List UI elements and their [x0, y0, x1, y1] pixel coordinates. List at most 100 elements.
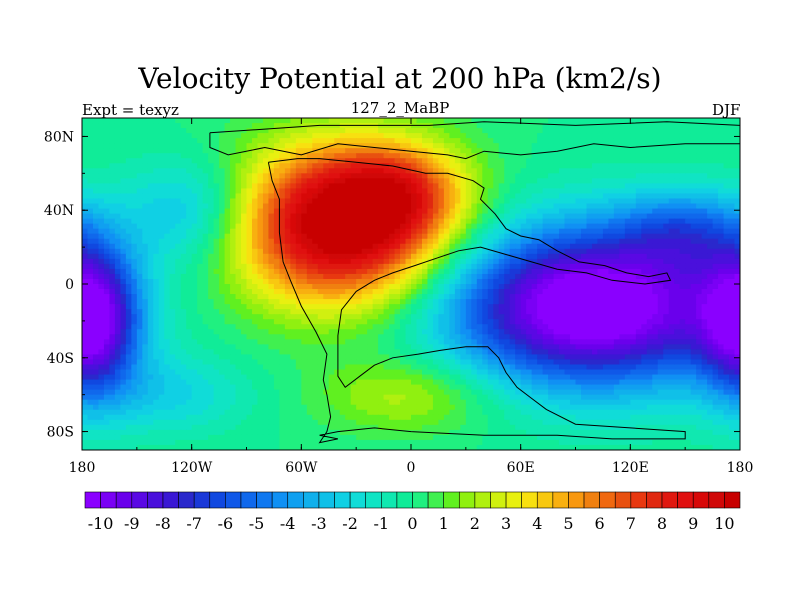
- field-cell: [400, 218, 407, 225]
- field-cell: [295, 289, 302, 295]
- field-cell: [98, 158, 105, 164]
- field-cell: [208, 133, 215, 139]
- field-cell: [158, 193, 165, 200]
- field-cell: [652, 284, 659, 290]
- field-cell: [482, 198, 489, 205]
- field-cell: [613, 198, 620, 205]
- field-cell: [707, 178, 714, 184]
- field-cell: [241, 309, 248, 315]
- field-cell: [350, 223, 357, 230]
- field-cell: [734, 284, 740, 290]
- field-cell: [103, 188, 111, 195]
- field-cell: [613, 289, 620, 295]
- field-cell: [619, 243, 626, 250]
- field-cell: [246, 324, 253, 330]
- field-cell: [504, 153, 511, 159]
- field-cell: [624, 173, 631, 179]
- field-cell: [301, 138, 308, 144]
- field-cell: [537, 158, 544, 164]
- field-cell: [312, 243, 319, 250]
- field-cell: [685, 304, 692, 310]
- field-cell: [317, 193, 324, 200]
- field-cell: [367, 198, 374, 205]
- field-cell: [175, 193, 182, 200]
- field-cell: [103, 319, 111, 325]
- field-cell: [257, 168, 264, 174]
- field-cell: [646, 299, 653, 305]
- field-cell: [301, 198, 308, 205]
- field-cell: [295, 248, 302, 255]
- field-cell: [482, 173, 489, 179]
- field-cell: [268, 248, 275, 255]
- field-cell: [98, 123, 105, 129]
- field-cell: [630, 133, 637, 139]
- field-cell: [246, 243, 253, 250]
- field-cell: [301, 278, 308, 285]
- field-cell: [142, 289, 149, 295]
- field-cell: [345, 284, 352, 290]
- field-cell: [487, 284, 494, 290]
- field-cell: [131, 153, 138, 159]
- field-cell: [553, 128, 560, 134]
- field-cell: [602, 218, 609, 225]
- field-cell: [723, 294, 730, 300]
- field-cell: [328, 299, 335, 305]
- field-cell: [580, 263, 588, 270]
- field-cell: [208, 153, 215, 159]
- field-cell: [542, 143, 549, 149]
- field-cell: [262, 243, 270, 250]
- field-cell: [197, 163, 204, 169]
- field-cell: [504, 299, 511, 305]
- field-cell: [734, 203, 740, 210]
- field-cell: [542, 218, 549, 225]
- field-cell: [202, 118, 209, 124]
- field-cell: [663, 278, 670, 285]
- field-cell: [586, 299, 593, 305]
- field-cell: [246, 178, 253, 184]
- field-cell: [734, 299, 740, 305]
- field-cell: [136, 299, 143, 305]
- field-cell: [443, 304, 450, 310]
- field-cell: [701, 243, 708, 250]
- field-cell: [701, 238, 708, 245]
- field-cell: [520, 294, 527, 300]
- field-cell: [580, 218, 588, 225]
- field-cell: [729, 148, 736, 154]
- field-cell: [251, 173, 259, 179]
- field-cell: [235, 203, 242, 210]
- field-cell: [169, 218, 176, 225]
- field-cell: [635, 123, 642, 129]
- field-cell: [87, 324, 94, 330]
- field-cell: [191, 188, 198, 195]
- field-cell: [284, 143, 291, 149]
- field-cell: [575, 319, 582, 325]
- field-cell: [515, 138, 522, 144]
- field-cell: [685, 223, 692, 230]
- field-cell: [394, 304, 401, 310]
- field-cell: [679, 248, 686, 255]
- field-cell: [120, 324, 127, 330]
- field-cell: [103, 233, 111, 240]
- field-cell: [224, 258, 231, 265]
- field-cell: [679, 228, 686, 235]
- field-cell: [158, 183, 165, 190]
- field-cell: [339, 173, 346, 179]
- field-cell: [559, 299, 566, 305]
- field-cell: [570, 309, 577, 315]
- field-cell: [685, 138, 692, 144]
- field-cell: [147, 168, 154, 174]
- field-cell: [257, 148, 264, 154]
- field-cell: [515, 223, 522, 230]
- field-cell: [608, 253, 615, 260]
- field-cell: [619, 223, 626, 230]
- field-cell: [624, 258, 631, 265]
- field-cell: [246, 168, 253, 174]
- field-cell: [613, 319, 620, 325]
- field-cell: [613, 238, 620, 245]
- field-cell: [734, 233, 740, 240]
- field-cell: [421, 188, 429, 195]
- field-cell: [268, 208, 275, 215]
- field-cell: [400, 138, 407, 144]
- field-cell: [427, 294, 434, 300]
- field-cell: [328, 248, 335, 255]
